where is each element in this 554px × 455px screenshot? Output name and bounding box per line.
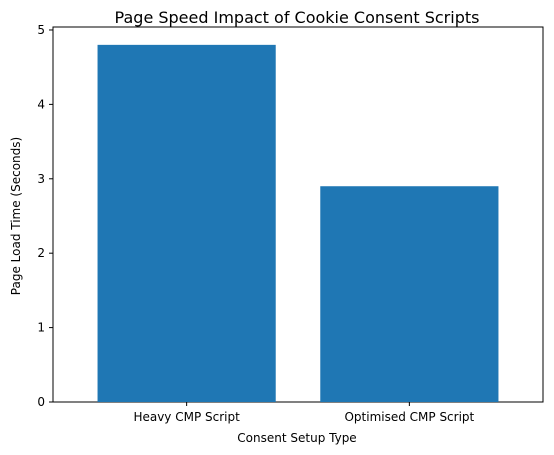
- bar-1: [320, 186, 499, 402]
- plot-area: Heavy CMP Script Optimised CMP Script 0 1 2…: [37, 23, 544, 424]
- y-tick-label-0: 0: [37, 395, 45, 409]
- y-tick-label-1: 1: [37, 321, 45, 335]
- bar-0: [97, 44, 276, 402]
- y-tick-label-3: 3: [37, 172, 45, 186]
- y-tick-label-2: 2: [37, 246, 45, 260]
- y-tick-label-4: 4: [37, 97, 45, 111]
- x-axis-ticks: Heavy CMP Script Optimised CMP Script: [133, 402, 475, 424]
- y-tick-label-5: 5: [37, 23, 45, 37]
- x-axis-label: Consent Setup Type: [237, 431, 356, 445]
- y-axis-label: Page Load Time (Seconds): [9, 137, 23, 295]
- chart-title: Page Speed Impact of Cookie Consent Scri…: [115, 8, 480, 27]
- bars: [97, 44, 499, 402]
- x-tick-label-0: Heavy CMP Script: [133, 410, 240, 424]
- y-axis-ticks: 0 1 2 3 4 5: [37, 23, 53, 409]
- plot-frame: [52, 26, 544, 403]
- x-tick-label-1: Optimised CMP Script: [344, 410, 474, 424]
